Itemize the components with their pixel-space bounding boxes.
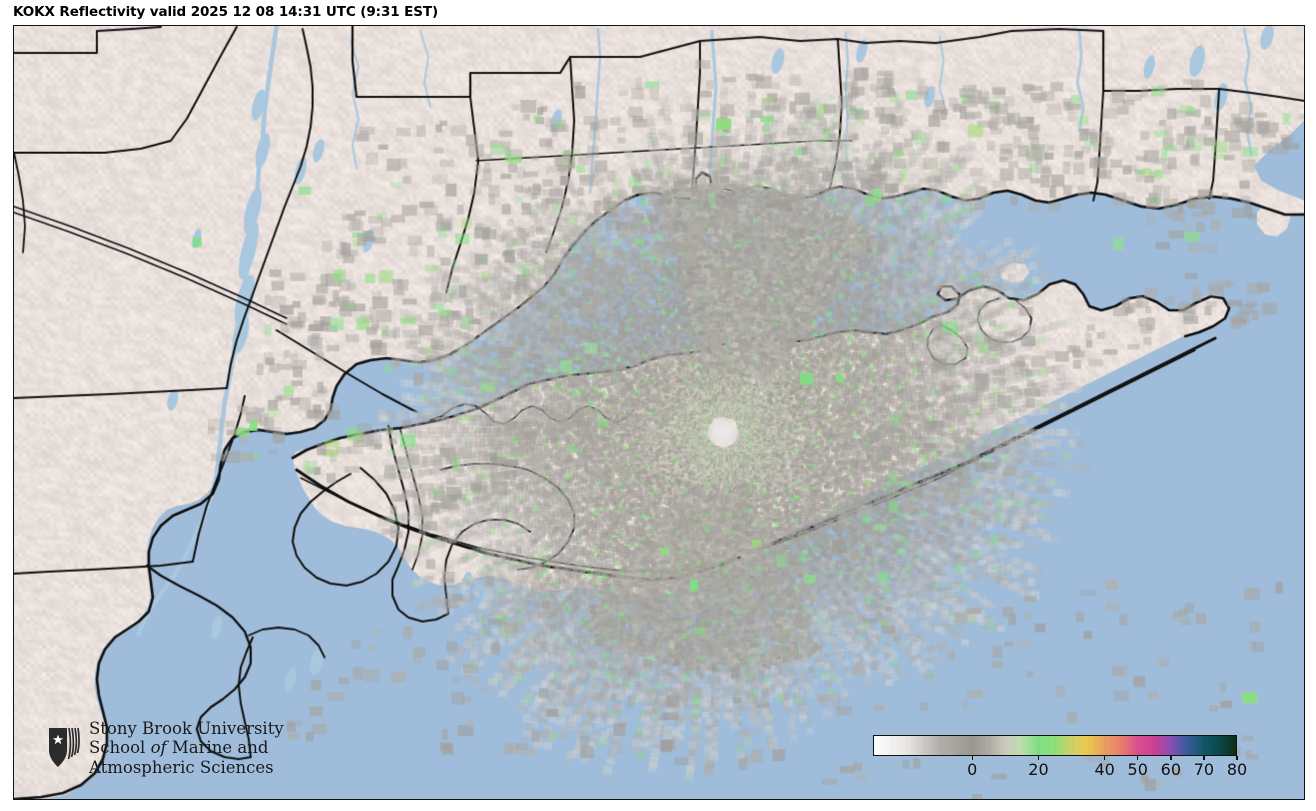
colorbar-tick-label: 80 [1226, 760, 1248, 779]
radar-map-panel[interactable]: Stony Brook University School of Marine … [13, 25, 1305, 800]
colorbar-tick [1103, 756, 1106, 760]
title-bar: KOKX Reflectivity valid 2025 12 08 14:31… [0, 0, 1316, 25]
colorbar-tick-label: 50 [1127, 760, 1148, 779]
colorbar-tick [971, 756, 974, 760]
reflectivity-colorbar: 0 20 40 50 60 70 80 [873, 735, 1253, 785]
colorbar-tick [1236, 756, 1238, 760]
basemap-layer [14, 26, 1304, 799]
colorbar-tick-label: 60 [1160, 760, 1181, 779]
colorbar-tick-label: 70 [1193, 760, 1215, 779]
colorbar-tick-label: 0 [967, 760, 978, 779]
colorbar-tick [1037, 756, 1040, 760]
colorbar-tick [1170, 756, 1172, 760]
colorbar-canvas [874, 736, 1236, 755]
colorbar-tick-label: 20 [1028, 760, 1049, 779]
colorbar-tick [1136, 756, 1139, 760]
page-title: KOKX Reflectivity valid 2025 12 08 14:31… [13, 4, 439, 20]
colorbar-tick-label: 40 [1094, 760, 1115, 779]
colorbar-tick [1203, 756, 1205, 760]
colorbar-gradient [873, 735, 1237, 756]
